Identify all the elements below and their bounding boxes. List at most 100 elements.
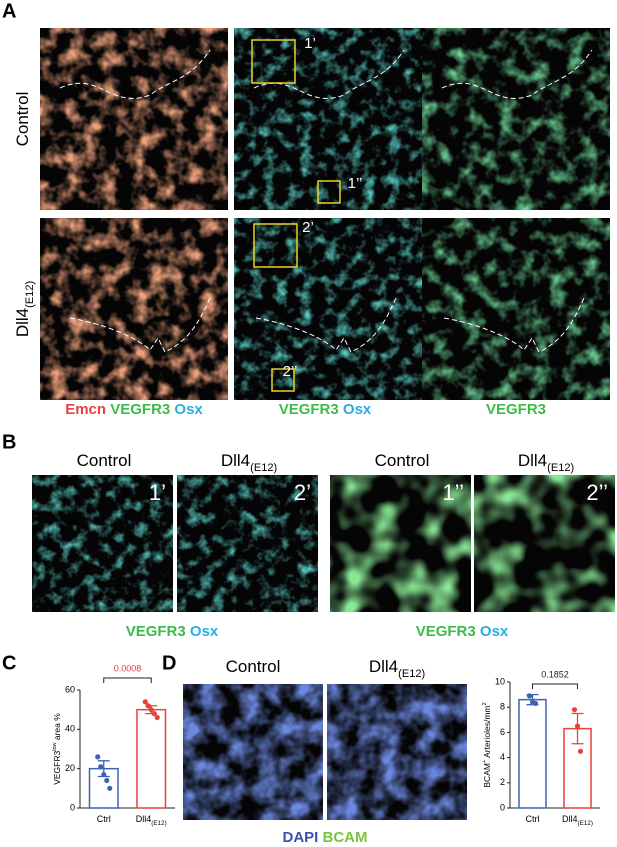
micrograph-signal bbox=[330, 475, 471, 612]
channel-legend: Emcn VEGFR3 Osx bbox=[65, 401, 203, 418]
inset-label: 1’’ bbox=[348, 175, 363, 192]
panel-label: B bbox=[2, 431, 16, 453]
growth-plate-line bbox=[69, 297, 211, 353]
inset-label: 2’ bbox=[302, 219, 314, 236]
data-point bbox=[104, 777, 110, 784]
y-tick-label: 2 bbox=[500, 777, 505, 787]
text-run: + bbox=[482, 760, 488, 763]
x-tick-label: Ctrl bbox=[97, 814, 111, 824]
text-run: Dll4 bbox=[13, 308, 32, 337]
column-header: Dll4(E12) bbox=[221, 451, 277, 473]
text-run: low bbox=[52, 742, 58, 750]
data-point bbox=[101, 771, 107, 778]
bar bbox=[88, 767, 119, 809]
y-tick-label: 6 bbox=[500, 727, 505, 737]
inset-label: 1’ bbox=[304, 35, 316, 52]
micrograph-signal bbox=[40, 218, 228, 400]
data-point bbox=[98, 764, 104, 770]
text-run: (E12) bbox=[398, 668, 425, 680]
text-run: Osx bbox=[186, 623, 219, 640]
data-point bbox=[148, 707, 154, 713]
y-tick-label: 4 bbox=[500, 752, 505, 762]
text-run: Dll4 bbox=[136, 814, 152, 824]
x-tick-label: Dll4(E12) bbox=[562, 814, 593, 827]
y-tick-label: 60 bbox=[65, 684, 75, 694]
text-run: Osx bbox=[170, 401, 203, 418]
data-point bbox=[154, 714, 160, 721]
text-run: Arterioles/mm bbox=[482, 705, 492, 759]
text-run: 2 bbox=[482, 702, 488, 705]
text-run: Dll4 bbox=[221, 451, 250, 470]
text-run: Control bbox=[13, 92, 32, 147]
data-point bbox=[151, 711, 157, 717]
micrograph-signal bbox=[177, 475, 318, 612]
text-run: (E12) bbox=[578, 820, 593, 827]
text-run: DAPI bbox=[282, 829, 318, 846]
data-point bbox=[107, 785, 113, 791]
inset-box bbox=[271, 368, 295, 392]
text-run: Control bbox=[77, 451, 132, 470]
growth-plate-line bbox=[59, 49, 211, 99]
micrographs bbox=[32, 28, 615, 820]
text-run: Dll4 bbox=[369, 657, 398, 676]
data-point bbox=[577, 748, 584, 754]
x-tick-label: Ctrl bbox=[526, 814, 540, 824]
data-point bbox=[95, 754, 101, 760]
column-header: Dll4(E12) bbox=[518, 451, 574, 473]
y-tick-label: 0 bbox=[70, 802, 75, 812]
micrograph-signal bbox=[422, 28, 610, 210]
channel-legend: VEGFR3 bbox=[486, 401, 546, 418]
text-run: Emcn bbox=[65, 401, 106, 418]
bar bbox=[136, 708, 167, 809]
y-tick-label: 40 bbox=[65, 724, 75, 734]
inset-label: 1’ bbox=[149, 480, 166, 505]
panel-label: D bbox=[162, 652, 176, 674]
y-tick-label: 10 bbox=[495, 676, 505, 686]
data-point bbox=[574, 723, 581, 729]
y-tick-label: 20 bbox=[65, 763, 75, 773]
micrograph-signal bbox=[474, 475, 615, 612]
row-label: Dll4(E12) bbox=[13, 281, 35, 337]
data-point bbox=[532, 700, 539, 707]
column-header: Control bbox=[226, 657, 281, 676]
row-label: Control bbox=[13, 92, 32, 147]
text-run: Ctrl bbox=[526, 814, 540, 824]
micrograph-signal bbox=[40, 28, 228, 210]
bar bbox=[518, 698, 547, 809]
data-point bbox=[526, 693, 533, 699]
text-run: (E12) bbox=[24, 281, 36, 308]
p-value: 0.0008 bbox=[114, 663, 142, 673]
growth-plate-line bbox=[253, 49, 405, 99]
micrograph-signal bbox=[327, 684, 467, 820]
y-tick-label: 8 bbox=[500, 702, 505, 712]
panel-label: A bbox=[2, 0, 16, 22]
channel-legend: VEGFR3 Osx bbox=[279, 401, 372, 418]
column-header: Dll4(E12) bbox=[369, 657, 425, 679]
text-run: VEGFR3 bbox=[486, 401, 546, 418]
text-run: BCAM bbox=[318, 829, 367, 846]
text-run: VEGFR3 bbox=[279, 401, 339, 418]
annotations bbox=[59, 39, 593, 392]
text-run: (E12) bbox=[151, 820, 166, 827]
micrograph-signal bbox=[422, 218, 610, 400]
text-run: VEGFR3 bbox=[126, 623, 186, 640]
y-axis-label: BCAM+ Arterioles/mm2 bbox=[482, 702, 492, 787]
text-run: area % bbox=[52, 713, 62, 743]
text-run: Ctrl bbox=[97, 814, 111, 824]
growth-plate-line bbox=[441, 49, 593, 99]
significance-bracket bbox=[103, 677, 152, 683]
text-run: Dll4 bbox=[518, 451, 547, 470]
data-point bbox=[142, 699, 148, 705]
inset-label: 2’’ bbox=[283, 363, 298, 380]
panel-label: C bbox=[2, 652, 16, 674]
text-run: (E12) bbox=[250, 462, 277, 474]
y-tick-label: 0 bbox=[500, 802, 505, 812]
growth-plate-line bbox=[255, 297, 397, 353]
text-run: VEGFR3 bbox=[416, 623, 476, 640]
micrograph-signal bbox=[234, 28, 422, 210]
data-point bbox=[571, 707, 578, 713]
inset-label: 1’’ bbox=[442, 480, 464, 505]
text-run: VEGFR3 bbox=[106, 401, 170, 418]
inset-box bbox=[317, 180, 341, 204]
text-run: VEGFR3 bbox=[52, 751, 62, 785]
